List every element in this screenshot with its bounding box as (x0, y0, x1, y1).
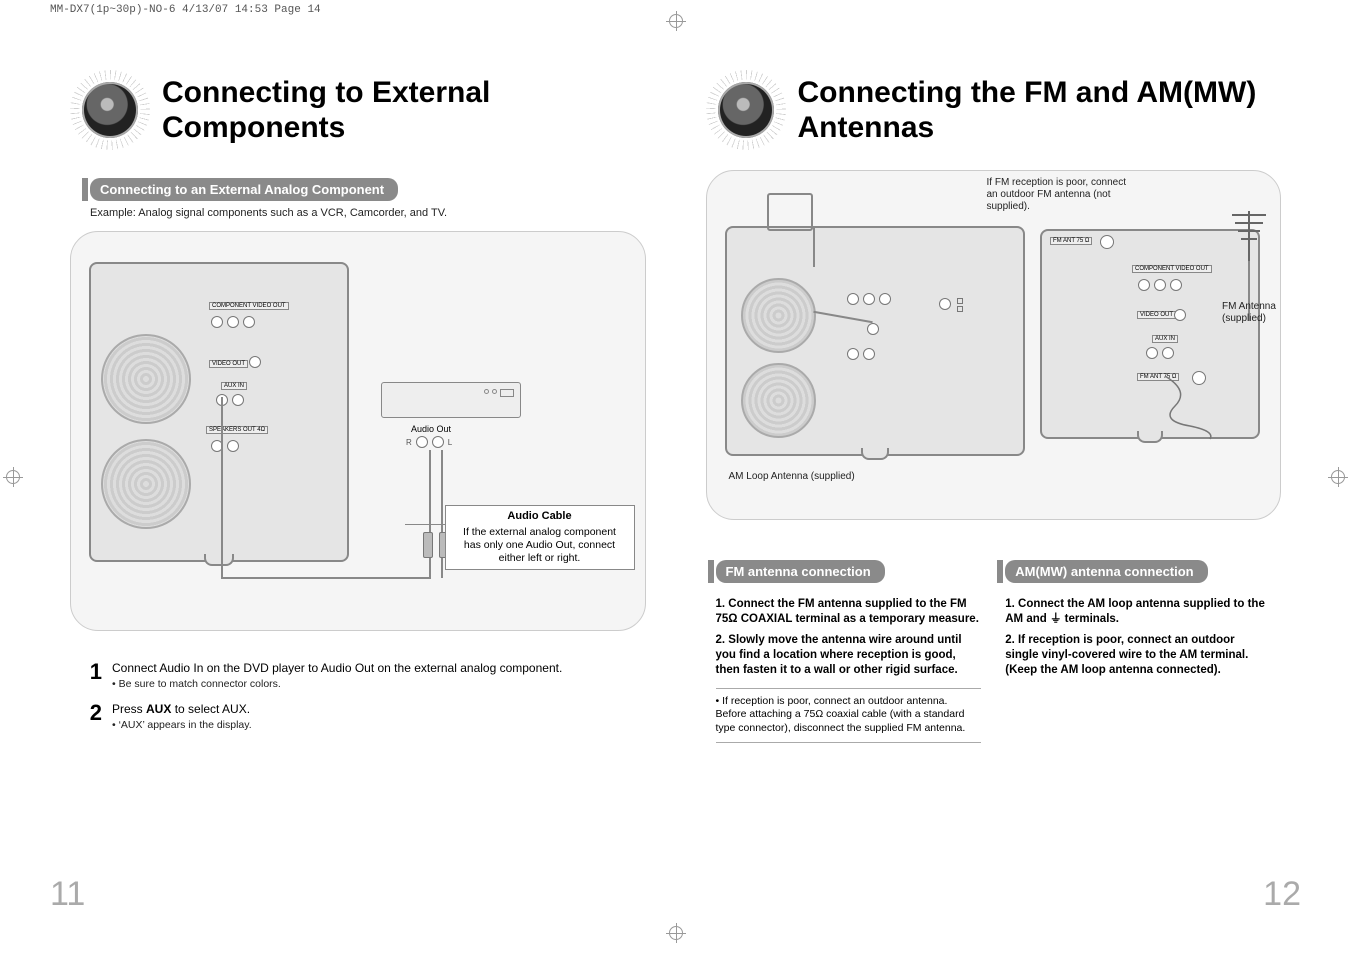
crop-mark-icon (6, 470, 20, 484)
connection-diagram: COMPONENT VIDEO OUT VIDEO OUT AUX IN SPE… (70, 231, 646, 631)
section-heading: FM antenna connection (716, 560, 885, 583)
list-item: 2. Slowly move the antenna wire around u… (716, 633, 982, 678)
outdoor-antenna-icon (1224, 201, 1274, 261)
fm-antenna-label: FM Antenna (supplied) (1222, 301, 1282, 325)
step-bullet: Be sure to match connector colors. (112, 678, 646, 690)
section-heading: AM(MW) antenna connection (1005, 560, 1207, 583)
example-text: Example: Analog signal components such a… (90, 207, 646, 219)
crop-mark-icon (669, 14, 683, 28)
speaker-icon (70, 70, 150, 150)
page-title: Connecting to External Components (162, 76, 646, 145)
callout-body: If the external analog component has onl… (463, 526, 616, 564)
component-video-out-label: COMPONENT VIDEO OUT (209, 302, 289, 310)
spread: Connecting to External Components Connec… (40, 40, 1311, 914)
speakers-out-label: SPEAKERS OUT 4Ω (206, 426, 268, 434)
fm-wire-icon (1160, 371, 1220, 441)
page-number: 12 (1263, 875, 1301, 914)
component-video-out-label: COMPONENT VIDEO OUT (1132, 265, 1212, 273)
crop-mark-icon (669, 926, 683, 940)
page-left: Connecting to External Components Connec… (40, 40, 676, 914)
page-title: Connecting the FM and AM(MW) Antennas (798, 76, 1282, 145)
video-out-label: VIDEO OUT (209, 360, 248, 368)
step-2: 2 Press AUX to select AUX. ‘AUX’ appears… (80, 702, 646, 731)
step-number: 1 (80, 661, 102, 683)
aux-in-label: AUX IN (1152, 335, 1178, 343)
step-1: 1 Connect Audio In on the DVD player to … (80, 661, 646, 690)
page-number: 11 (50, 875, 85, 914)
section-heading: Connecting to an External Analog Compone… (90, 178, 398, 201)
audio-out-label: Audio Out (411, 424, 451, 434)
speaker-icon (706, 70, 786, 150)
steps: 1 Connect Audio In on the DVD player to … (80, 661, 646, 731)
title-row: Connecting to External Components (70, 70, 646, 150)
am-loop-label: AM Loop Antenna (supplied) (729, 471, 869, 483)
step-bullet: ‘AUX’ appears in the display. (112, 719, 646, 731)
step-text: Press AUX to select AUX. (112, 702, 646, 716)
crop-mark-icon (1331, 470, 1345, 484)
page-right: Connecting the FM and AM(MW) Antennas (676, 40, 1312, 914)
fm-note: If reception is poor, connect an outdoor… (716, 688, 982, 743)
audio-out-r: R (406, 438, 412, 447)
video-out-label: VIDEO OUT (1137, 311, 1176, 319)
list-item: 1. Connect the FM antenna supplied to th… (716, 597, 982, 627)
list-item: 2. If reception is poor, connect an outd… (1005, 633, 1271, 678)
fm-terminal-label: FM ANT 75 Ω (1050, 237, 1092, 245)
fm-poor-note: If FM reception is poor, connect an outd… (987, 177, 1127, 213)
callout-title: Audio Cable (454, 510, 626, 524)
file-header: MM-DX7(1p~30p)-NO-6 4/13/07 14:53 Page 1… (50, 4, 321, 16)
step-number: 2 (80, 702, 102, 724)
step-text: Connect Audio In on the DVD player to Au… (112, 661, 646, 675)
am-column: AM(MW) antenna connection 1. Connect the… (1005, 560, 1271, 743)
list-item: 1. Connect the AM loop antenna supplied … (1005, 597, 1271, 627)
instruction-columns: FM antenna connection 1. Connect the FM … (706, 560, 1282, 743)
audio-out-l: L (448, 438, 452, 447)
fm-column: FM antenna connection 1. Connect the FM … (716, 560, 982, 743)
audio-cable-callout: Audio Cable If the external analog compo… (445, 505, 635, 570)
antenna-diagram: AM Loop Antenna (supplied) FM ANT 75 Ω C… (706, 170, 1282, 520)
title-row: Connecting the FM and AM(MW) Antennas (706, 70, 1282, 150)
aux-in-label: AUX IN (221, 382, 247, 390)
